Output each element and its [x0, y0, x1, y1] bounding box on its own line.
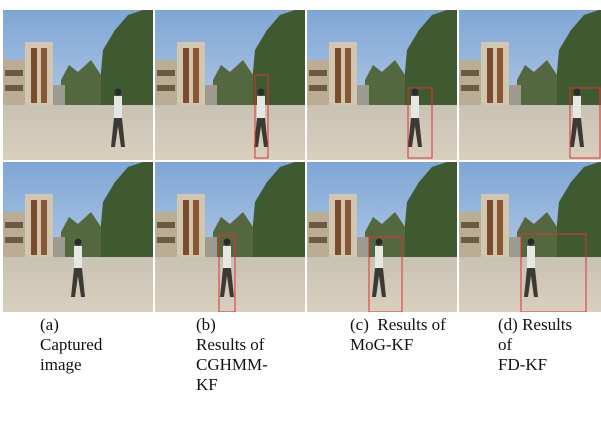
caption-line: FD-KF — [498, 355, 547, 374]
caption-line: image — [40, 355, 82, 374]
caption-line: (d) Results — [498, 315, 572, 334]
caption-line: MoG-KF — [350, 335, 413, 354]
image-c2 — [307, 162, 457, 312]
image-a1 — [3, 10, 153, 160]
caption-a: (a) Captured image — [40, 315, 107, 374]
caption-line: Results of — [196, 335, 265, 354]
caption-line: of — [498, 335, 513, 354]
caption-line: (a) — [40, 315, 59, 334]
image-row-top — [3, 10, 601, 160]
caption-line: (c) Results of — [350, 315, 446, 334]
caption-d: (d) Results of FD-KF — [498, 315, 576, 374]
caption-line: (b) — [196, 315, 216, 334]
caption-line: Captured — [40, 335, 103, 354]
caption-line: CGHMM- — [196, 355, 268, 374]
image-b1 — [155, 10, 305, 160]
figure: (a) Captured image (b) Results of CGHMM-… — [0, 0, 601, 425]
image-d1 — [459, 10, 601, 160]
image-c1 — [307, 10, 457, 160]
captions: (a) Captured image (b) Results of CGHMM-… — [40, 315, 576, 394]
caption-line: KF — [196, 375, 218, 394]
image-a2 — [3, 162, 153, 312]
image-d2 — [459, 162, 601, 312]
caption-b: (b) Results of CGHMM- KF — [196, 315, 272, 394]
image-b2 — [155, 162, 305, 312]
caption-c: (c) Results of MoG-KF — [350, 315, 476, 354]
image-row-bottom — [3, 162, 601, 312]
